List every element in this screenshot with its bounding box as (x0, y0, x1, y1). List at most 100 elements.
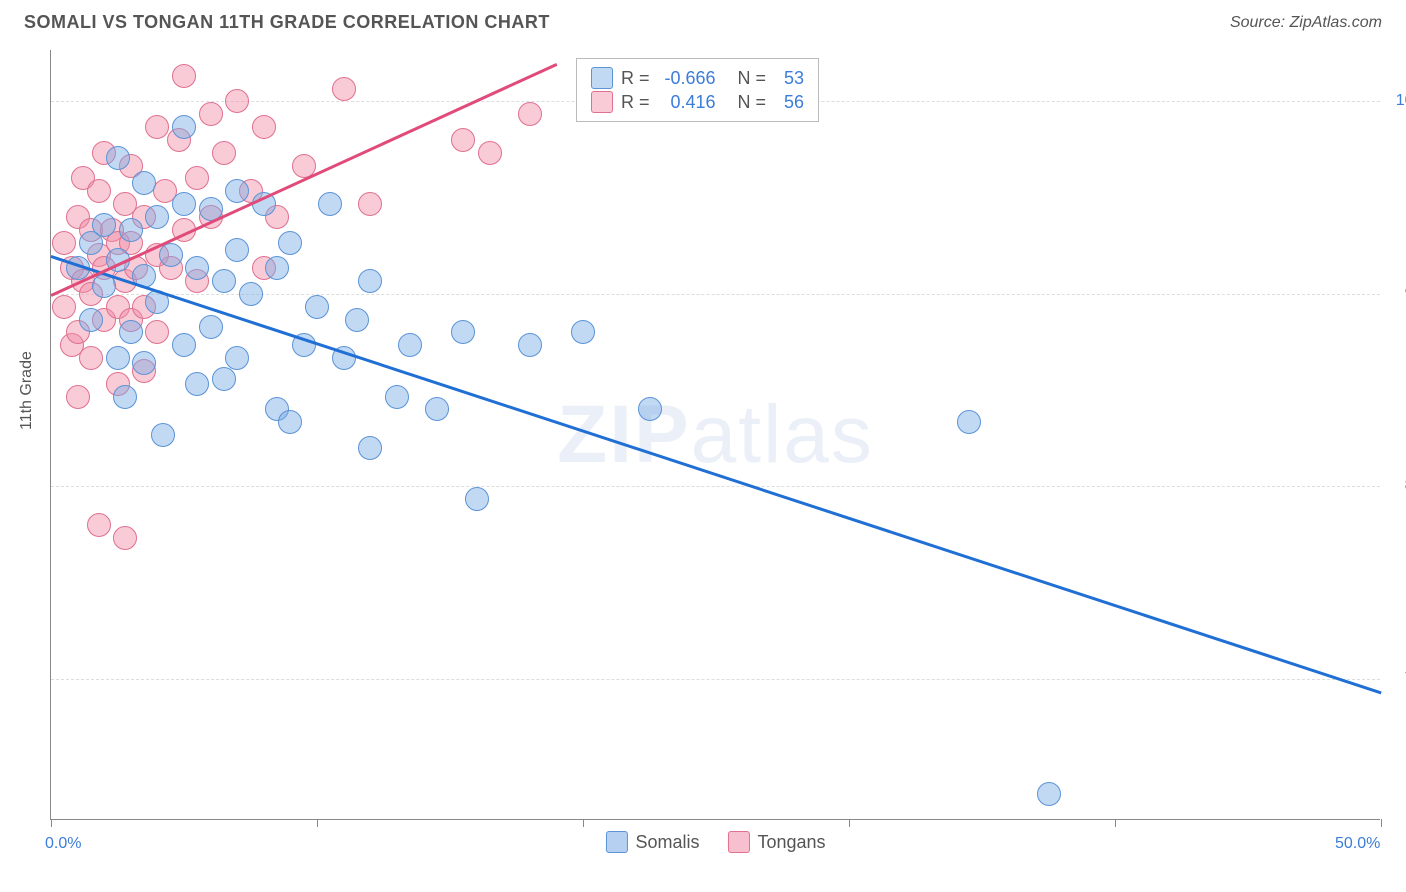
gridline-h (51, 679, 1380, 680)
scatter-point-somalis (225, 238, 249, 262)
x-tick (583, 819, 584, 827)
scatter-point-somalis (358, 269, 382, 293)
n-label: N = (738, 68, 767, 89)
scatter-point-tongans (145, 320, 169, 344)
legend-label: Somalis (635, 832, 699, 853)
n-label: N = (738, 92, 767, 113)
scatter-point-tongans (87, 179, 111, 203)
scatter-point-somalis (106, 146, 130, 170)
scatter-point-somalis (79, 308, 103, 332)
scatter-point-tongans (52, 231, 76, 255)
chart-title: SOMALI VS TONGAN 11TH GRADE CORRELATION … (24, 12, 550, 33)
n-value: 53 (774, 68, 804, 89)
stats-row-tongans: R = 0.416 N = 56 (591, 91, 804, 113)
scatter-point-somalis (212, 269, 236, 293)
scatter-point-somalis (225, 179, 249, 203)
scatter-point-somalis (172, 115, 196, 139)
r-value: -0.666 (658, 68, 716, 89)
x-tick (1115, 819, 1116, 827)
stats-row-somalis: R = -0.666 N = 53 (591, 67, 804, 89)
n-value: 56 (774, 92, 804, 113)
scatter-point-somalis (305, 295, 329, 319)
scatter-point-tongans (199, 102, 223, 126)
scatter-point-somalis (151, 423, 175, 447)
scatter-point-somalis (571, 320, 595, 344)
r-value: 0.416 (658, 92, 716, 113)
scatter-point-somalis (451, 320, 475, 344)
legend-item: Somalis (605, 831, 699, 853)
y-axis-label: 11th Grade (18, 351, 36, 430)
source-attribution: Source: ZipAtlas.com (1230, 14, 1382, 32)
scatter-point-somalis (278, 231, 302, 255)
scatter-point-tongans (252, 115, 276, 139)
scatter-point-somalis (172, 333, 196, 357)
x-tick (51, 819, 52, 827)
gridline-h (51, 486, 1380, 487)
scatter-point-tongans (113, 526, 137, 550)
scatter-point-somalis (106, 346, 130, 370)
scatter-point-somalis (239, 282, 263, 306)
trend-line-somalis (51, 255, 1382, 694)
header: SOMALI VS TONGAN 11TH GRADE CORRELATION … (0, 0, 1406, 41)
legend-label: Tongans (757, 832, 825, 853)
scatter-point-somalis (92, 213, 116, 237)
x-tick (849, 819, 850, 827)
scatter-point-somalis (225, 346, 249, 370)
scatter-point-tongans (185, 166, 209, 190)
scatter-point-somalis (199, 315, 223, 339)
x-tick (317, 819, 318, 827)
r-label: R = (621, 92, 650, 113)
scatter-point-tongans (518, 102, 542, 126)
legend-swatch-icon (727, 831, 749, 853)
legend: Somalis Tongans (605, 831, 825, 853)
scatter-point-somalis (318, 192, 342, 216)
scatter-point-somalis (358, 436, 382, 460)
scatter-point-somalis (398, 333, 422, 357)
scatter-point-somalis (212, 367, 236, 391)
scatter-point-somalis (345, 308, 369, 332)
x-tick-label-min: 0.0% (45, 835, 81, 853)
x-tick-label-max: 50.0% (1335, 835, 1380, 853)
correlation-stats-box: R = -0.666 N = 53 R = 0.416 N = 56 (576, 58, 819, 122)
legend-swatch-icon (605, 831, 627, 853)
scatter-point-tongans (52, 295, 76, 319)
scatter-point-somalis (119, 218, 143, 242)
scatter-chart: ZIPatlas 100.0%92.5%85.0%77.5%0.0%50.0%R… (50, 50, 1380, 820)
scatter-point-somalis (132, 171, 156, 195)
scatter-point-tongans (172, 64, 196, 88)
scatter-point-somalis (465, 487, 489, 511)
swatch-somalis-icon (591, 67, 613, 89)
scatter-point-somalis (119, 320, 143, 344)
scatter-point-somalis (159, 243, 183, 267)
scatter-point-somalis (385, 385, 409, 409)
scatter-point-somalis (425, 397, 449, 421)
scatter-point-tongans (145, 115, 169, 139)
scatter-point-tongans (79, 346, 103, 370)
scatter-point-somalis (957, 410, 981, 434)
swatch-tongans-icon (591, 91, 613, 113)
scatter-point-somalis (132, 351, 156, 375)
scatter-point-somalis (638, 397, 662, 421)
scatter-point-tongans (358, 192, 382, 216)
scatter-point-somalis (278, 410, 302, 434)
scatter-point-somalis (185, 256, 209, 280)
scatter-point-somalis (185, 372, 209, 396)
watermark: ZIPatlas (557, 388, 874, 482)
scatter-point-tongans (478, 141, 502, 165)
scatter-point-tongans (451, 128, 475, 152)
scatter-point-tongans (225, 89, 249, 113)
scatter-point-somalis (265, 256, 289, 280)
legend-item: Tongans (727, 831, 825, 853)
scatter-point-tongans (212, 141, 236, 165)
x-tick (1381, 819, 1382, 827)
scatter-point-somalis (145, 205, 169, 229)
scatter-point-tongans (66, 385, 90, 409)
scatter-point-somalis (113, 385, 137, 409)
scatter-point-somalis (518, 333, 542, 357)
r-label: R = (621, 68, 650, 89)
scatter-point-tongans (332, 77, 356, 101)
y-tick-label: 100.0% (1396, 92, 1406, 110)
scatter-point-somalis (1037, 782, 1061, 806)
scatter-point-somalis (172, 192, 196, 216)
scatter-point-tongans (87, 513, 111, 537)
